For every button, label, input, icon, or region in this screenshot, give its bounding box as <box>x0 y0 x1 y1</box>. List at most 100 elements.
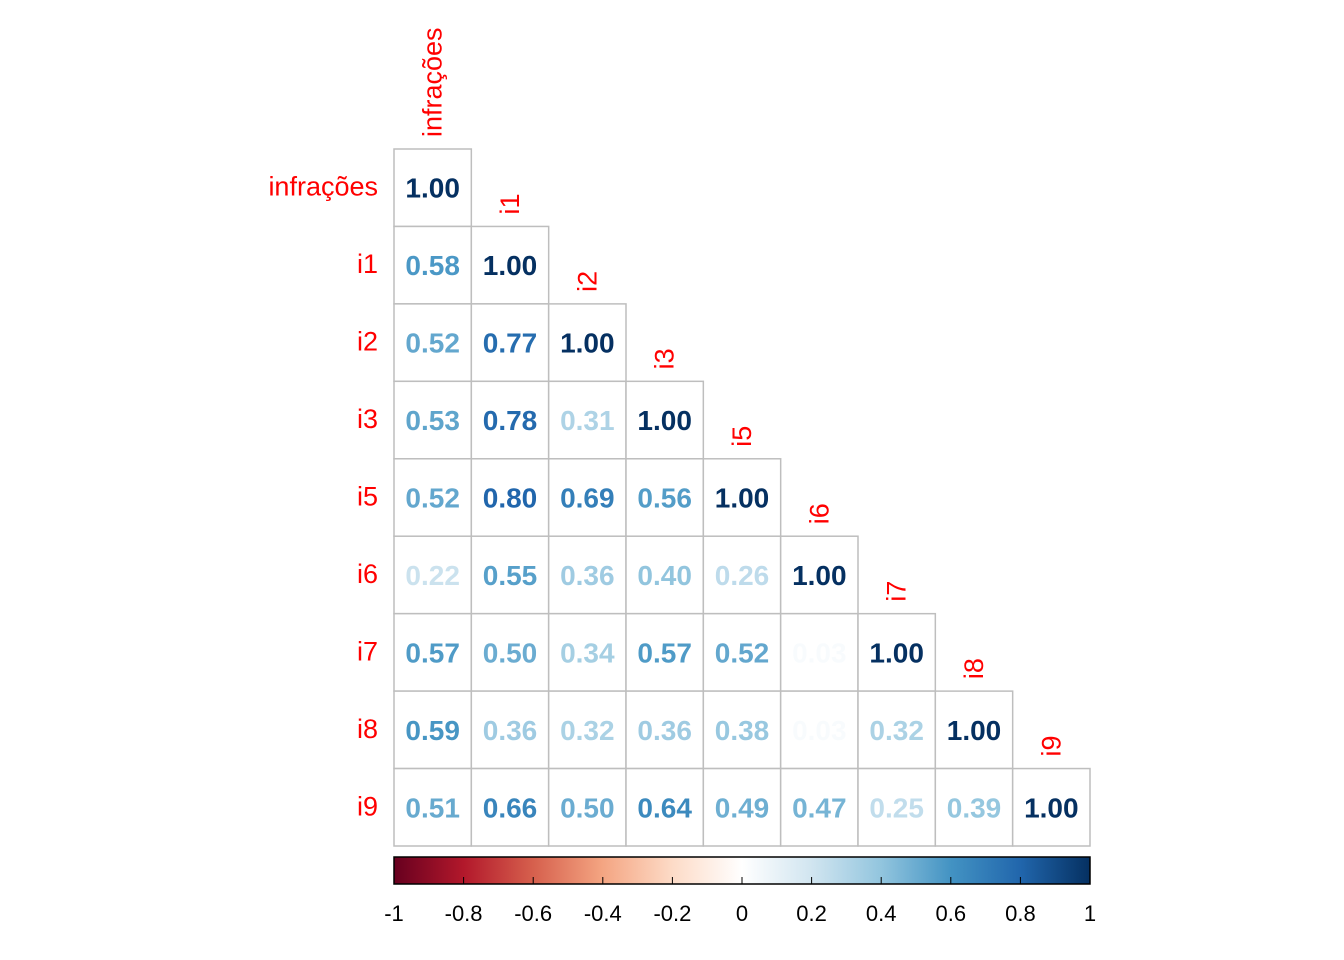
matrix-cell: 0.36 <box>625 690 705 770</box>
cell-value: 0.57 <box>637 637 692 668</box>
cell-rect <box>470 225 550 305</box>
row-label: infrações <box>268 172 378 202</box>
matrix-cell: 0.57 <box>393 612 473 692</box>
matrix-cell: 0.40 <box>625 535 705 615</box>
row-label: i3 <box>357 404 378 434</box>
colorbar-tick-label: 0.2 <box>796 901 827 926</box>
matrix-cell: 0.53 <box>393 380 473 460</box>
cell-value: 0.34 <box>560 637 615 668</box>
matrix-cell: 0.77 <box>470 303 550 383</box>
cell-value: 0.26 <box>715 560 770 591</box>
cell-rect <box>625 767 705 847</box>
cell-value: 0.03 <box>792 715 847 746</box>
cell-value: 0.55 <box>483 560 538 591</box>
cell-rect <box>1011 767 1091 847</box>
colorbar-tick-label: 1 <box>1084 901 1096 926</box>
colorbar-tick-label: -0.4 <box>584 901 622 926</box>
colorbar-tick-label: -1 <box>384 901 404 926</box>
matrix-cell: 0.55 <box>470 535 550 615</box>
matrix-cell: 0.59 <box>393 690 473 770</box>
matrix-cell: 1.00 <box>702 458 782 537</box>
column-label: i5 <box>727 426 757 447</box>
matrix-cells: 1.00 0.58 1.00 0.52 0.77 1.00 0.53 0.78 0.31 1.00… <box>393 148 1091 847</box>
cell-value: 0.56 <box>637 483 692 514</box>
matrix-cell: 1.00 <box>547 303 627 383</box>
cell-value: 1.00 <box>560 328 615 359</box>
matrix-cell: 0.49 <box>702 767 782 847</box>
colorbar-tick-label: 0.4 <box>866 901 897 926</box>
matrix-cell: 1.00 <box>470 225 550 305</box>
column-label: i1 <box>495 193 525 214</box>
cell-rect <box>547 690 627 770</box>
cell-value: 1.00 <box>715 483 770 514</box>
cell-rect <box>393 690 473 770</box>
matrix-cell: 0.25 <box>857 767 937 847</box>
cell-value: 0.36 <box>483 715 538 746</box>
cell-value: 1.00 <box>637 405 692 436</box>
matrix-cell: 0.22 <box>393 535 473 615</box>
column-label: i7 <box>882 581 912 602</box>
matrix-cell: 0.50 <box>470 612 550 692</box>
matrix-cell: 0.56 <box>625 458 705 537</box>
cell-value: 0.58 <box>405 250 460 281</box>
cell-rect <box>702 767 782 847</box>
row-labels: infrações i1 i2 i3 i5 i6 i7 i8 i9 <box>268 172 378 822</box>
cell-value: 0.77 <box>483 328 538 359</box>
matrix-cell: 0.39 <box>934 767 1014 847</box>
cell-value: 0.51 <box>405 792 460 823</box>
matrix-cell: 0.03 <box>779 612 859 692</box>
matrix-cell: 0.52 <box>393 303 473 383</box>
matrix-cell: 0.26 <box>702 535 782 615</box>
matrix-cell: 0.34 <box>547 612 627 692</box>
cell-value: 0.32 <box>869 715 924 746</box>
colorbar-tick-label: -0.6 <box>514 901 552 926</box>
row-label: i9 <box>357 791 378 821</box>
colorbar: -1 -0.8 -0.6 -0.4 -0.2 0 0.2 0.4 0.6 0.8 1 <box>384 856 1096 926</box>
cell-value: 0.50 <box>560 792 615 823</box>
cell-value: 0.25 <box>869 792 924 823</box>
cell-value: 0.39 <box>947 792 1002 823</box>
matrix-cell: 0.58 <box>393 225 473 305</box>
cell-value: 1.00 <box>869 637 924 668</box>
cell-rect <box>857 612 937 692</box>
cell-rect <box>547 535 627 615</box>
colorbar-tick-label: 0.8 <box>1005 901 1036 926</box>
matrix-cell: 0.52 <box>393 458 473 537</box>
row-label: i6 <box>357 559 378 589</box>
row-label: i7 <box>357 636 378 666</box>
colorbar-tick-label: -0.8 <box>445 901 483 926</box>
cell-value: 0.38 <box>715 715 770 746</box>
cell-value: 0.32 <box>560 715 615 746</box>
cell-value: 0.52 <box>405 483 460 514</box>
cell-value: 0.57 <box>405 637 460 668</box>
column-label: i8 <box>959 658 989 679</box>
cell-rect <box>779 535 859 615</box>
matrix-cell: 0.36 <box>470 690 550 770</box>
matrix-cell: 1.00 <box>934 690 1014 770</box>
matrix-cell: 0.78 <box>470 380 550 460</box>
row-label: i1 <box>357 249 378 279</box>
cell-value: 0.53 <box>405 405 460 436</box>
cell-value: 0.78 <box>483 405 538 436</box>
matrix-cell: 0.80 <box>470 458 550 537</box>
cell-value: 0.36 <box>637 715 692 746</box>
colorbar-tick-label: 0.6 <box>936 901 967 926</box>
matrix-cell: 0.32 <box>547 690 627 770</box>
cell-rect <box>393 148 473 228</box>
column-label: i2 <box>572 271 602 292</box>
cell-value: 1.00 <box>792 560 847 591</box>
cell-rect <box>393 767 473 847</box>
cell-rect <box>547 303 627 383</box>
matrix-cell: 1.00 <box>393 148 473 228</box>
matrix-cell: 0.66 <box>470 767 550 847</box>
column-labels: infrações i1 i2 i3 i5 i6 i7 i8 i9 <box>418 27 1067 756</box>
cell-value: 1.00 <box>947 715 1002 746</box>
cell-rect <box>779 612 859 692</box>
cell-rect <box>625 458 705 537</box>
matrix-cell: 0.36 <box>547 535 627 615</box>
matrix-cell: 1.00 <box>857 612 937 692</box>
matrix-cell: 1.00 <box>625 380 705 460</box>
cell-value: 0.50 <box>483 637 538 668</box>
row-label: i8 <box>357 714 378 744</box>
